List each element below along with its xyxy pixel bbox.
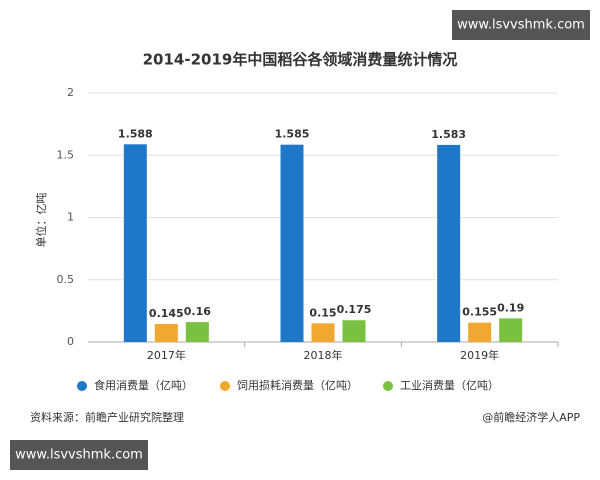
chart-title: 2014-2019年中国稻谷各领域消费量统计情况 (143, 51, 458, 69)
y-tick-label: 1.5 (57, 148, 75, 161)
legend-label: 食用消费量（亿吨） (94, 378, 193, 392)
data-label: 0.175 (337, 303, 372, 316)
data-label: 0.145 (149, 307, 184, 320)
legend-label: 饲用损耗消费量（亿吨） (237, 378, 358, 392)
legend-label: 工业消费量（亿吨） (400, 378, 499, 392)
bar (123, 144, 147, 342)
data-label: 0.155 (462, 306, 497, 319)
bar (342, 320, 366, 342)
data-label: 1.585 (275, 128, 310, 141)
legend-marker (383, 381, 393, 391)
legend-marker (77, 381, 87, 391)
x-tick-label: 2017年 (147, 348, 186, 362)
x-tick-label: 2018年 (304, 348, 343, 362)
data-label: 0.19 (497, 301, 524, 314)
y-tick-label: 2 (67, 86, 74, 99)
data-label: 0.16 (184, 305, 211, 318)
data-label: 1.583 (431, 128, 466, 141)
legend-marker (220, 381, 230, 391)
y-tick-label: 0 (67, 335, 74, 348)
watermark-box (452, 10, 590, 40)
watermark-box (10, 440, 148, 470)
x-tick-label: 2019年 (460, 348, 499, 362)
bar (468, 322, 492, 342)
bar (154, 323, 178, 342)
y-axis-label: 单位：亿吨 (34, 193, 48, 248)
y-tick-label: 0.5 (57, 273, 75, 286)
data-label: 1.588 (118, 127, 153, 140)
credit: @前瞻经济学人APP (482, 410, 580, 424)
source: 资料来源：前瞻产业研究院整理 (30, 410, 184, 424)
bar (185, 322, 209, 342)
bar (499, 318, 523, 342)
y-tick-label: 1 (67, 211, 74, 224)
data-label: 0.15 (309, 306, 336, 319)
watermark: www.lsvvshmk.com (15, 448, 143, 463)
bar (437, 144, 461, 342)
bar (280, 144, 304, 342)
bar (311, 323, 335, 342)
watermark: www.lsvvshmk.com (457, 18, 585, 33)
